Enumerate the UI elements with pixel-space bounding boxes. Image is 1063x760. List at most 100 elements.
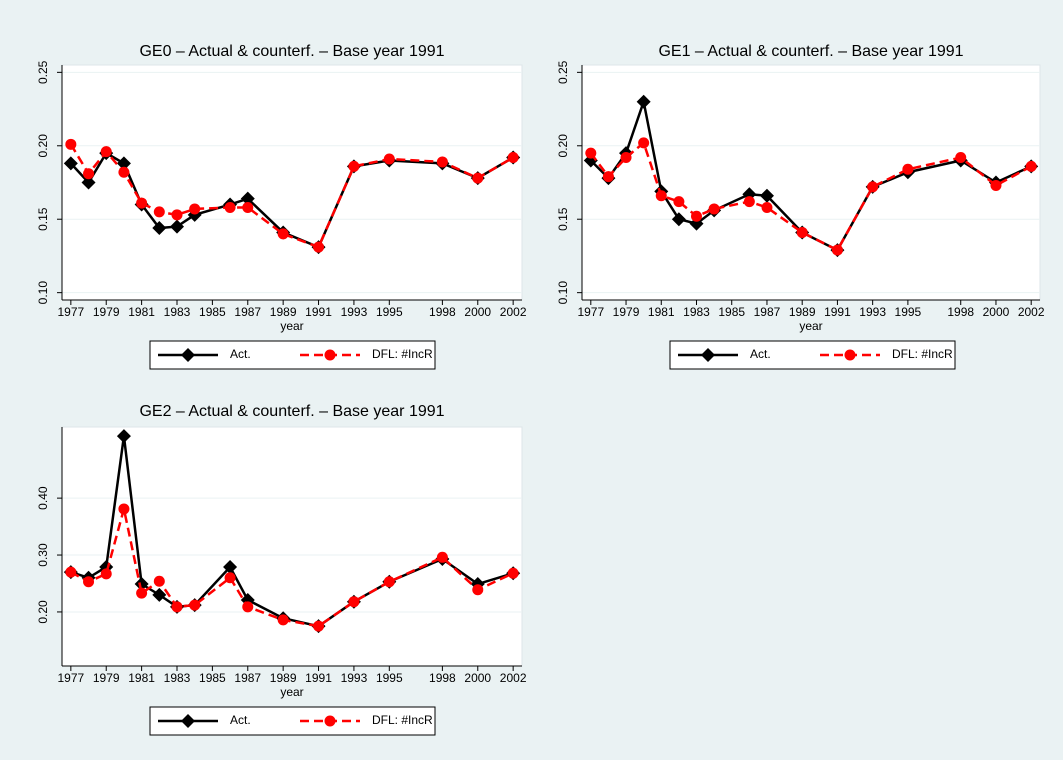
plot-area (61, 426, 523, 667)
x-tick-label: 2000 (983, 305, 1010, 319)
marker (277, 228, 289, 240)
marker (83, 168, 95, 180)
x-tick-label: 1993 (341, 305, 368, 319)
y-tick-label: 0.15 (36, 207, 50, 231)
x-tick-label: 2000 (464, 305, 491, 319)
marker (436, 551, 448, 563)
marker (224, 572, 236, 584)
marker (831, 244, 843, 256)
marker (955, 152, 967, 164)
marker (507, 152, 519, 164)
marker (761, 201, 773, 213)
marker (83, 576, 95, 588)
x-tick-label: 1977 (57, 671, 84, 685)
x-tick-label: 2002 (1018, 305, 1045, 319)
x-tick-label: 1987 (754, 305, 781, 319)
marker (242, 601, 254, 613)
marker (708, 203, 720, 215)
marker (240, 191, 255, 206)
marker (116, 429, 131, 444)
legend-label: DFL: #IncR (892, 347, 953, 361)
marker (171, 601, 183, 613)
legend-marker (701, 348, 715, 362)
legend-marker (181, 714, 195, 728)
marker (348, 596, 360, 608)
y-tick-label: 0.10 (556, 281, 570, 305)
marker (118, 166, 130, 178)
x-tick-label: 1985 (199, 305, 226, 319)
x-tick-label: 1991 (824, 305, 851, 319)
x-tick-label: 1989 (270, 305, 297, 319)
x-tick-label: 1977 (57, 305, 84, 319)
marker (990, 179, 1002, 191)
marker (65, 566, 77, 578)
x-tick-label: 1995 (376, 305, 403, 319)
chart-title: GE2 – Actual & counterf. – Base year 199… (139, 403, 444, 420)
marker (242, 201, 254, 213)
series-line (70, 508, 514, 628)
x-tick-label: 1998 (947, 305, 974, 319)
y-tick-label: 0.25 (556, 60, 570, 84)
x-tick-label: 1983 (164, 671, 191, 685)
marker (671, 212, 686, 227)
marker (224, 201, 236, 213)
marker (472, 584, 484, 596)
marker (100, 146, 112, 158)
x-tick-label: 2002 (500, 305, 527, 319)
x-tick-label: 1998 (429, 305, 456, 319)
x-tick-label: 1987 (234, 305, 261, 319)
marker (63, 156, 78, 171)
x-tick-label: 1977 (577, 305, 604, 319)
marker (189, 599, 201, 611)
x-tick-label: 1979 (613, 305, 640, 319)
y-tick-label: 0.40 (36, 486, 50, 510)
y-tick-label: 0.20 (36, 134, 50, 158)
y-tick-label: 0.20 (36, 600, 50, 624)
marker (472, 172, 484, 184)
x-tick-label: 1981 (128, 671, 155, 685)
marker (636, 94, 651, 109)
marker (655, 190, 667, 202)
marker (81, 175, 96, 190)
marker (620, 152, 632, 164)
legend-label: DFL: #IncR (372, 347, 433, 361)
marker (152, 221, 167, 236)
x-tick-label: 1987 (234, 671, 261, 685)
marker (673, 196, 685, 208)
x-tick-label: 1983 (164, 305, 191, 319)
legend-label: Act. (230, 347, 251, 361)
marker (223, 559, 238, 574)
marker (65, 138, 77, 150)
x-tick-label: 1981 (648, 305, 675, 319)
x-tick-label: 1991 (305, 671, 332, 685)
plot-area (61, 64, 523, 301)
x-tick-label: 1979 (93, 671, 120, 685)
x-tick-label: 1991 (305, 305, 332, 319)
x-axis-title: year (799, 319, 822, 333)
x-tick-label: 1993 (341, 671, 368, 685)
marker (867, 181, 879, 193)
marker (134, 577, 149, 592)
marker (691, 210, 702, 222)
y-tick-label: 0.25 (36, 60, 50, 84)
y-tick-label: 0.30 (36, 543, 50, 567)
marker (436, 156, 448, 168)
x-axis-title: year (280, 685, 303, 699)
marker (118, 503, 130, 515)
x-tick-label: 1989 (789, 305, 816, 319)
legend-marker (181, 348, 195, 362)
marker (153, 206, 165, 218)
marker (1025, 160, 1037, 172)
x-tick-label: 1981 (128, 305, 155, 319)
marker (171, 209, 183, 221)
marker (743, 196, 755, 208)
chart-title: GE1 – Actual & counterf. – Base year 199… (658, 43, 963, 60)
marker (348, 160, 360, 172)
x-axis-title: year (280, 319, 303, 333)
y-tick-label: 0.20 (556, 134, 570, 158)
marker (136, 587, 148, 599)
marker (759, 188, 774, 203)
x-tick-label: 2000 (464, 671, 491, 685)
x-tick-label: 1995 (895, 305, 922, 319)
